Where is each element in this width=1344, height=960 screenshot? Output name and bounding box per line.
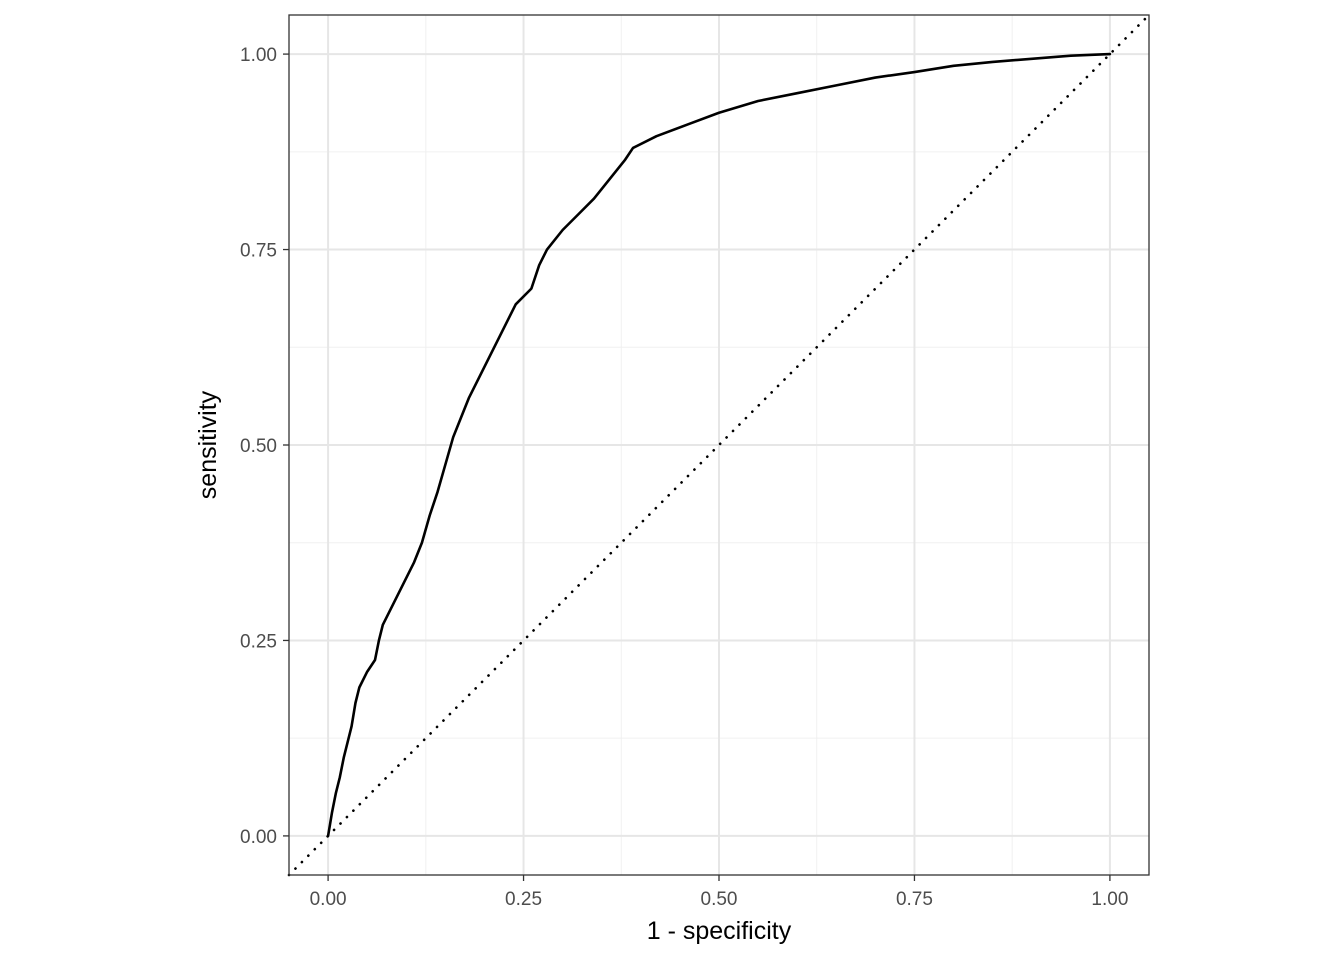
x-tick-label: 0.00 [310, 889, 347, 910]
x-tick-label: 0.50 [701, 889, 738, 910]
series-layer [287, 13, 1151, 877]
major-gridlines [289, 15, 1149, 875]
x-tick-label: 0.75 [896, 889, 933, 910]
x-axis-ticks: 0.00 0.25 0.50 0.75 1.00 [310, 875, 1128, 910]
y-tick-label: 1.00 [240, 45, 277, 66]
y-tick-label: 0.25 [240, 631, 277, 652]
y-tick-label: 0.75 [240, 241, 277, 262]
x-axis-title: 1 - specificity [647, 917, 792, 945]
y-tick-label: 0.00 [240, 827, 277, 848]
roc-curve [326, 52, 1112, 838]
x-tick-label: 1.00 [1091, 889, 1128, 910]
y-axis-ticks: 0.00 0.25 0.50 0.75 1.00 [240, 45, 289, 848]
y-tick-label: 0.50 [240, 436, 277, 457]
x-tick-label: 0.25 [505, 889, 542, 910]
y-axis-title: sensitivity [194, 390, 222, 499]
